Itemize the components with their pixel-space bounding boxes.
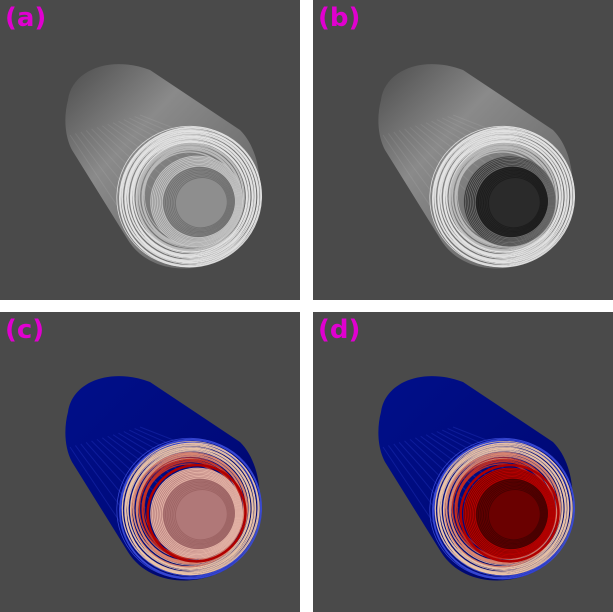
panel-c: (c) bbox=[0, 312, 300, 612]
panel-a: (a) bbox=[0, 0, 300, 300]
panel-label-c: (c) bbox=[5, 315, 45, 345]
tube-interior bbox=[146, 463, 247, 563]
panel-label-a: (a) bbox=[5, 3, 47, 33]
tube-interior bbox=[150, 155, 243, 247]
cylinder-render-c bbox=[65, 376, 263, 581]
tube-interior bbox=[463, 155, 556, 247]
streamline-ring bbox=[116, 125, 263, 268]
cylinder-render-b bbox=[378, 64, 576, 269]
tube-interior bbox=[459, 463, 560, 563]
panel-label-b: (b) bbox=[318, 3, 361, 33]
cylinder-render-d bbox=[378, 376, 576, 581]
panel-b: (b) bbox=[313, 0, 613, 300]
panel-label-d: (d) bbox=[318, 315, 361, 345]
cylinder-render-a bbox=[65, 64, 263, 269]
panel-d: (d) bbox=[313, 312, 613, 612]
